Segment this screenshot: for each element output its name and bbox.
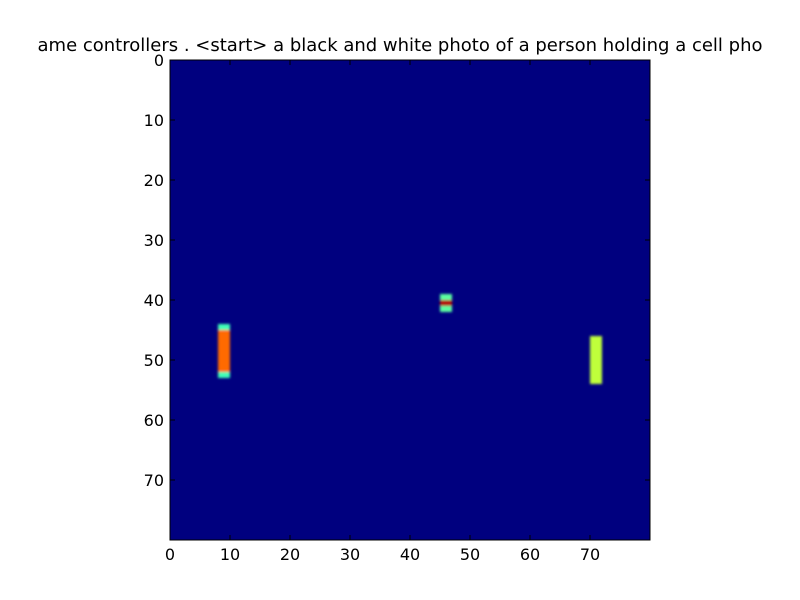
y-tick-label: 40: [144, 291, 164, 310]
y-tick-label: 70: [144, 471, 164, 490]
heatmap-background: [170, 60, 650, 540]
y-tick-label: 20: [144, 171, 164, 190]
y-axis: 0 10 20 30 40 50 60 70: [144, 51, 650, 490]
heatmap-cell: [440, 306, 452, 312]
x-tick-label: 60: [520, 545, 540, 564]
heatmap-cell: [590, 336, 602, 384]
x-tick-label: 70: [580, 545, 600, 564]
y-tick-label: 30: [144, 231, 164, 250]
x-axis: 0 10 20 30 40 50 60 70: [165, 60, 600, 564]
heatmap-cell: [440, 294, 452, 300]
x-tick-label: 50: [460, 545, 480, 564]
x-tick-label: 10: [220, 545, 240, 564]
heatmap-cell: [218, 330, 230, 372]
heatmap-cell: [218, 372, 230, 378]
x-tick-label: 20: [280, 545, 300, 564]
x-tick-label: 40: [400, 545, 420, 564]
y-tick-label: 60: [144, 411, 164, 430]
y-tick-label: 10: [144, 111, 164, 130]
x-tick-label: 0: [165, 545, 175, 564]
x-tick-label: 30: [340, 545, 360, 564]
heatmap-cells: [218, 294, 602, 384]
heatmap-cell: [440, 300, 452, 306]
chart-title: ame controllers . <start> a black and wh…: [37, 35, 763, 56]
y-tick-label: 50: [144, 351, 164, 370]
y-tick-label: 0: [154, 51, 164, 70]
heatmap-cell: [218, 324, 230, 330]
